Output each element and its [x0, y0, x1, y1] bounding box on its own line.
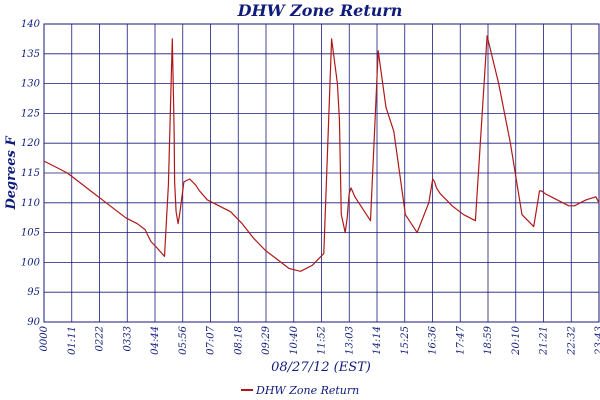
y-tick-label: 100 — [21, 257, 41, 268]
x-tick-label: 21:21 — [539, 326, 550, 356]
x-axis-label: 08/27/12 (EST) — [271, 360, 371, 375]
y-tick-label: 110 — [21, 198, 41, 209]
x-tick-label: 04:44 — [150, 326, 161, 355]
y-tick-label: 130 — [21, 79, 41, 90]
x-tick-label: 22:32 — [566, 326, 577, 356]
x-tick-label: 16:36 — [428, 325, 439, 354]
x-tick-label: 08:18 — [233, 326, 244, 355]
x-tick-label: 17:47 — [455, 325, 466, 354]
x-tick-label: 10:40 — [289, 325, 300, 354]
y-axis-label: Degrees F — [4, 136, 19, 211]
x-tick-label: 13:03 — [344, 326, 355, 355]
y-tick-label: 90 — [27, 317, 40, 328]
y-tick-label: 135 — [21, 49, 40, 60]
plot-frame — [43, 23, 600, 323]
x-tick-label: 20:10 — [511, 325, 522, 355]
y-tick-label: 125 — [21, 108, 40, 119]
series-line-dhw-zone-return — [43, 35, 600, 272]
series-group — [43, 35, 600, 272]
y-tick-label: 115 — [21, 168, 40, 179]
y-tick-label: 140 — [21, 19, 41, 30]
y-tick-label: 95 — [27, 287, 40, 298]
x-tick-label: 0333 — [122, 326, 133, 351]
x-tick-label: 15:25 — [400, 326, 411, 355]
x-tick-label: 0222 — [95, 326, 106, 351]
x-tick-label: 0000 — [39, 325, 50, 351]
x-tick-label: 05:56 — [178, 325, 189, 354]
x-tick-label: 11:52 — [317, 326, 328, 355]
legend-label: DHW Zone Return — [255, 384, 359, 397]
chart-title: DHW Zone Return — [237, 1, 403, 20]
x-tick-labels: 0000 01:11 0222 0333 04:44 05:56 07:07 08:18 09:… — [39, 325, 600, 355]
x-tick-label: 14:14 — [372, 326, 383, 355]
y-tick-label: 105 — [21, 228, 40, 239]
y-tick-label: 120 — [21, 138, 41, 149]
x-tick-label: 01:11 — [67, 326, 78, 355]
y-tick-labels: 90 95 100 105 110 115 120 125 130 135 140 — [21, 19, 41, 328]
x-tick-label: 18:59 — [483, 325, 494, 354]
x-tick-label: 23:43 — [594, 326, 600, 356]
x-tick-label: 07:07 — [206, 325, 217, 354]
x-tick-label: 09:29 — [261, 325, 272, 354]
